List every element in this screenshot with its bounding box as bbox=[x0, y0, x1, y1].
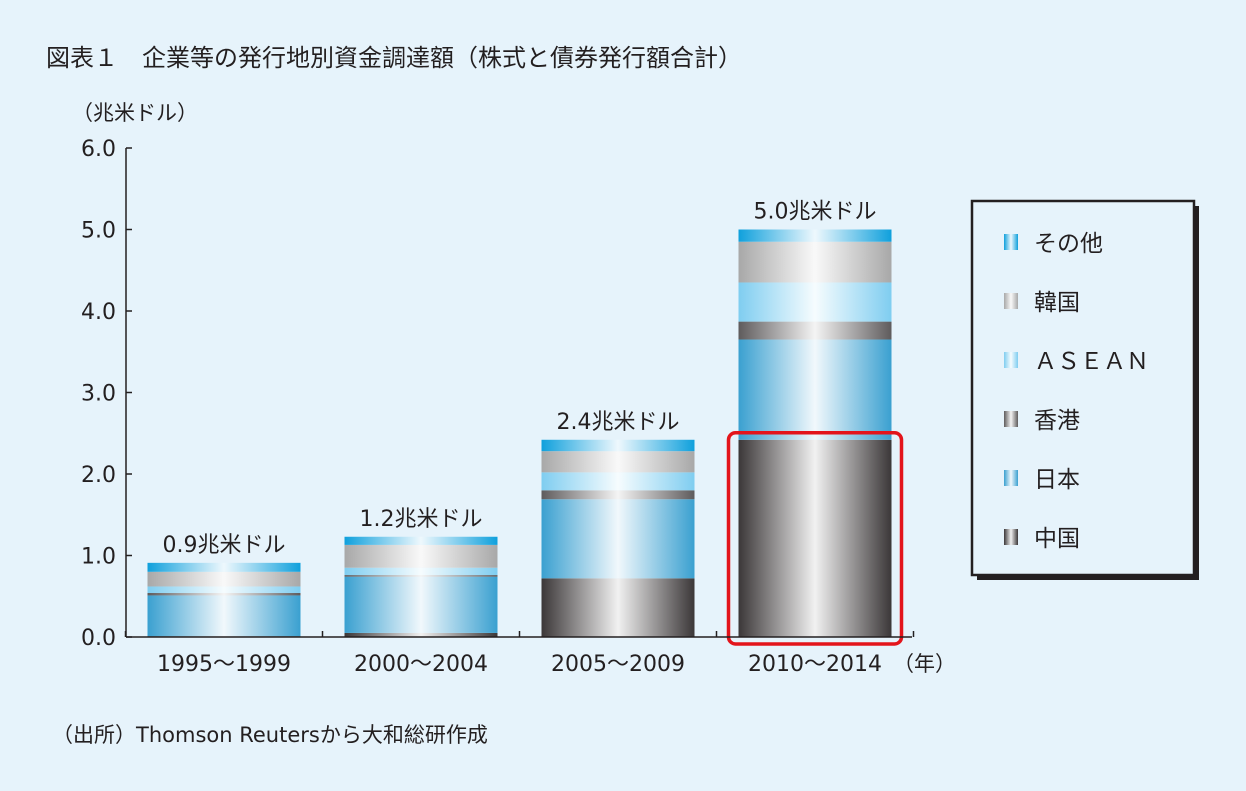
x-tick-label: 2010～2014 bbox=[748, 652, 882, 677]
bar-total-label: 0.9兆米ドル bbox=[163, 533, 286, 558]
bar-韓国-2005～2009 bbox=[541, 451, 695, 473]
bar-その他-2010～2014 bbox=[738, 229, 892, 242]
legend-swatch-中国 bbox=[1004, 529, 1018, 545]
legend-label-韓国: 韓国 bbox=[1034, 290, 1080, 316]
x-tick-label: 2000～2004 bbox=[354, 652, 488, 677]
legend-label-中国: 中国 bbox=[1034, 526, 1080, 552]
y-tick-label: 2.0 bbox=[81, 463, 116, 488]
bar-韓国-2010～2014 bbox=[738, 241, 892, 283]
bar-日本-2000～2004 bbox=[344, 576, 498, 633]
bar-ＡＳＥＡＮ-2005～2009 bbox=[541, 472, 695, 491]
legend-swatch-ＡＳＥＡＮ bbox=[1004, 352, 1018, 368]
legend-label-ＡＳＥＡＮ: ＡＳＥＡＮ bbox=[1034, 349, 1149, 375]
source-note: （出所）Thomson Reutersから大和総研作成 bbox=[52, 723, 488, 747]
bar-香港-2000～2004 bbox=[344, 575, 498, 577]
legend-label-日本: 日本 bbox=[1034, 467, 1080, 493]
legend-swatch-その他 bbox=[1004, 234, 1018, 250]
legend-label-香港: 香港 bbox=[1034, 408, 1080, 434]
bar-韓国-1995～1999 bbox=[147, 571, 301, 587]
y-axis-unit-label: （兆米ドル） bbox=[72, 101, 198, 125]
x-axis: 1995～1999 2000～2004 2005～2009 2010～2014 bbox=[124, 631, 915, 677]
bar-total-label: 2.4兆米ドル bbox=[557, 410, 680, 435]
highlight-box bbox=[726, 431, 904, 646]
bar-ＡＳＥＡＮ-1995～1999 bbox=[147, 586, 301, 593]
x-tick-label: 1995～1999 bbox=[157, 652, 291, 677]
bar-total-labels: 0.9兆米ドル 1.2兆米ドル 2.4兆米ドル 5.0兆米ドル bbox=[163, 200, 877, 558]
bar-total-label: 5.0兆米ドル bbox=[754, 200, 877, 225]
bar-香港-2005～2009 bbox=[541, 490, 695, 500]
bar-韓国-2000～2004 bbox=[344, 544, 498, 568]
legend-label-その他: その他 bbox=[1034, 231, 1103, 257]
bar-香港-1995～1999 bbox=[147, 592, 301, 596]
bar-その他-2005～2009 bbox=[541, 439, 695, 452]
y-tick-label: 1.0 bbox=[81, 545, 116, 570]
bar-ＡＳＥＡＮ-2010～2014 bbox=[738, 282, 892, 322]
y-tick-label: 5.0 bbox=[81, 219, 116, 244]
chart-title: 図表１ 企業等の発行地別資金調達額（株式と債券発行額合計） bbox=[46, 44, 742, 72]
legend-swatch-韓国 bbox=[1004, 293, 1018, 309]
bar-日本-2005～2009 bbox=[541, 499, 695, 579]
bar-その他-1995～1999 bbox=[147, 562, 301, 572]
bar-ＡＳＥＡＮ-2000～2004 bbox=[344, 567, 498, 576]
y-tick-label: 0.0 bbox=[81, 626, 116, 651]
x-tick-label: 2005～2009 bbox=[551, 652, 685, 677]
bar-中国-2005～2009 bbox=[541, 578, 695, 637]
y-axis: 0.0 1.0 2.0 3.0 4.0 5.0 6.0 bbox=[81, 137, 132, 651]
legend-swatch-香港 bbox=[1004, 411, 1018, 427]
bar-日本-2010～2014 bbox=[738, 339, 892, 440]
bar-香港-2010～2014 bbox=[738, 321, 892, 340]
bar-total-label: 1.2兆米ドル bbox=[360, 507, 483, 532]
legend-box bbox=[970, 199, 1196, 577]
bar-その他-2000～2004 bbox=[344, 536, 498, 545]
legend-swatch-日本 bbox=[1004, 470, 1018, 486]
y-tick-label: 6.0 bbox=[81, 137, 116, 162]
bars-group bbox=[147, 229, 904, 646]
y-tick-label: 3.0 bbox=[81, 382, 116, 407]
bar-中国-2000～2004 bbox=[344, 632, 498, 637]
bar-日本-1995～1999 bbox=[147, 595, 301, 637]
bar-中国-2010～2014 bbox=[738, 439, 892, 637]
x-axis-unit-label: （年） bbox=[893, 652, 956, 676]
y-tick-label: 4.0 bbox=[81, 300, 116, 325]
